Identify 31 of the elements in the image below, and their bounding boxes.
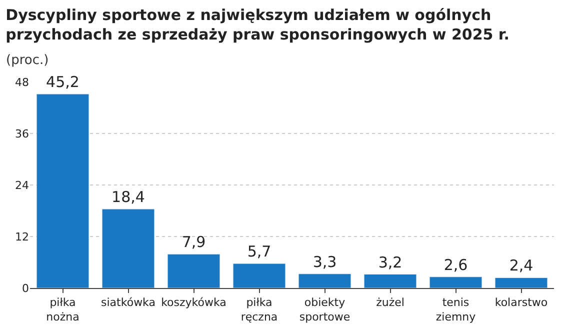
y-tick-label: 12: [15, 230, 29, 244]
x-tick-label: tenis ziemny: [436, 296, 476, 324]
chart-subtitle: (proc.): [6, 53, 49, 68]
bar: [102, 208, 155, 288]
data-label: 3,3: [312, 252, 337, 271]
chart-title: Dyscypliny sportowe z największym udziałem w ogólnych przychodach ze sprzedaży praw sponsoringowych w 2025 r.: [6, 6, 510, 44]
data-label: 18,4: [112, 188, 145, 206]
bar: [429, 276, 482, 288]
data-label: 5,7: [247, 242, 272, 261]
y-tick-label: 48: [15, 76, 29, 89]
x-tick-label: piłka nożna: [46, 296, 80, 324]
bar: [232, 263, 286, 288]
y-tick-label: 36: [15, 127, 29, 140]
x-tick-label: kolarstwo: [494, 296, 548, 310]
x-tick-label: siatkówka: [101, 296, 156, 310]
bar: [494, 277, 548, 288]
data-label: 2,4: [509, 256, 534, 275]
x-tick-label: piłka ręczna: [240, 296, 278, 324]
data-label: 3,2: [378, 253, 402, 272]
x-tick-label: obiekty sportowe: [299, 296, 350, 324]
data-label: 45,2: [46, 73, 80, 92]
y-tick-label: 24: [15, 178, 29, 192]
y-tick-label: 0: [22, 282, 29, 295]
bar: [167, 254, 220, 288]
bar: [298, 274, 352, 288]
bar: [364, 274, 417, 288]
bar: [36, 94, 90, 288]
x-tick-label: żużel: [376, 296, 404, 310]
data-label: 2,6: [444, 256, 468, 274]
data-label: 7,9: [182, 233, 206, 252]
x-tick-label: koszykówka: [161, 296, 226, 310]
